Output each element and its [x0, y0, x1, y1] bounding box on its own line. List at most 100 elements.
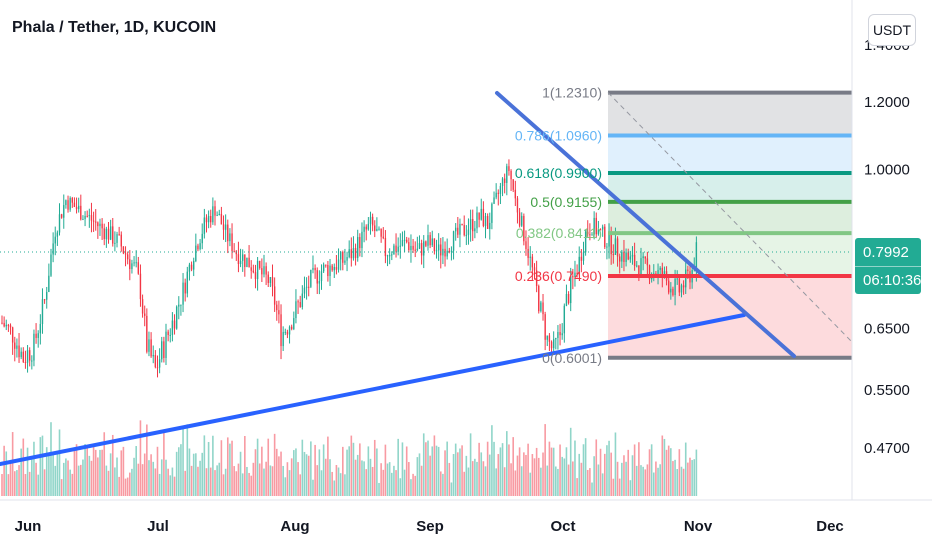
volume-bar — [342, 446, 344, 496]
candle-body — [552, 339, 555, 349]
candle-body — [452, 231, 455, 251]
volume-bar — [680, 466, 683, 496]
volume-bar — [625, 461, 627, 496]
volume-bar — [631, 455, 634, 496]
candle-body — [244, 254, 246, 267]
volume-bar — [148, 460, 150, 496]
candle-body — [88, 215, 91, 217]
volume-bar — [16, 470, 18, 496]
volume-bar — [354, 459, 357, 496]
volume-bar — [563, 458, 566, 496]
volume-bar — [20, 448, 22, 496]
candle-body — [116, 234, 118, 243]
volume-bar — [367, 446, 370, 496]
volume-bar — [305, 454, 308, 496]
volume-bar — [533, 458, 536, 496]
volume-bar — [152, 461, 155, 496]
candle-body — [344, 260, 346, 263]
candle-body — [510, 170, 512, 180]
candle-body — [499, 185, 502, 194]
candle-body — [408, 242, 410, 251]
candle-body — [227, 224, 229, 242]
volume-bar — [258, 463, 261, 496]
candle-body — [129, 259, 131, 270]
candle-body — [612, 254, 615, 256]
volume-bar — [71, 473, 74, 496]
candle-body — [46, 292, 48, 300]
volume-bar — [45, 447, 48, 496]
time-tick-label: Sep — [416, 518, 444, 535]
candle-body — [546, 335, 548, 340]
candle-body — [95, 221, 97, 223]
candle-body — [229, 233, 231, 242]
candle-body — [599, 229, 602, 231]
fib-level-label: 0.382(0.8411) — [516, 225, 602, 241]
volume-bar — [544, 424, 546, 496]
candle-body — [233, 251, 235, 253]
candle-body — [199, 243, 201, 250]
candle-body — [16, 345, 18, 349]
candle-body — [540, 302, 542, 312]
candle-body — [450, 250, 453, 252]
volume-bar — [689, 457, 691, 496]
candle-body — [346, 257, 348, 261]
candle-body — [84, 215, 86, 220]
volume-bar — [139, 420, 142, 496]
candle-body — [207, 215, 210, 223]
fib-diagonal — [607, 92, 853, 343]
price-tick-label: 1.0000 — [864, 161, 910, 178]
volume-bar — [188, 448, 191, 496]
volume-bar — [11, 432, 14, 496]
candle-body — [190, 264, 193, 270]
price-tick-label: 0.6500 — [864, 320, 910, 337]
candle-body — [414, 249, 416, 251]
volume-bar — [527, 443, 529, 496]
candle-body — [616, 238, 619, 257]
volume-bar — [482, 461, 485, 496]
volume-bar — [623, 455, 625, 496]
volume-bar — [39, 437, 42, 496]
volume-bar — [299, 474, 301, 496]
candle-body — [406, 239, 408, 243]
candle-body — [561, 333, 563, 336]
volume-bar — [373, 439, 376, 496]
volume-bar — [67, 460, 69, 496]
candle-body — [544, 314, 546, 340]
volume-bar — [201, 452, 204, 496]
volume-bar — [691, 460, 693, 496]
bar-countdown-tag: 06:10:36 — [855, 266, 921, 294]
candle-body — [158, 359, 161, 368]
candle-body — [463, 225, 465, 236]
candle-body — [454, 227, 457, 232]
candle-body — [169, 334, 171, 336]
volume-bar — [627, 449, 630, 496]
candle-body — [235, 251, 237, 255]
volume-bar — [312, 479, 314, 496]
candle-body — [310, 269, 312, 287]
volume-bar — [13, 471, 16, 496]
volume-bar — [618, 478, 621, 496]
candle-body — [486, 216, 489, 229]
candle-body — [584, 231, 587, 253]
volume-bar — [403, 469, 406, 496]
volume-bar — [101, 449, 103, 496]
volume-bar — [339, 473, 342, 496]
candle-body — [9, 325, 12, 328]
volume-bar — [431, 446, 434, 496]
volume-bar — [582, 444, 585, 496]
volume-bar — [491, 425, 493, 496]
volume-bar — [684, 442, 687, 496]
currency-unit-button[interactable]: USDT — [868, 14, 916, 46]
candle-body — [446, 250, 448, 257]
volume-bar — [120, 450, 123, 496]
candle-body — [595, 217, 597, 235]
candle-body — [478, 212, 480, 220]
volume-bar — [608, 440, 610, 496]
volume-bar — [442, 473, 444, 496]
resistance-trendline — [495, 91, 796, 358]
candle-body — [56, 232, 59, 237]
candle-body — [60, 214, 63, 218]
candle-body — [167, 331, 169, 336]
